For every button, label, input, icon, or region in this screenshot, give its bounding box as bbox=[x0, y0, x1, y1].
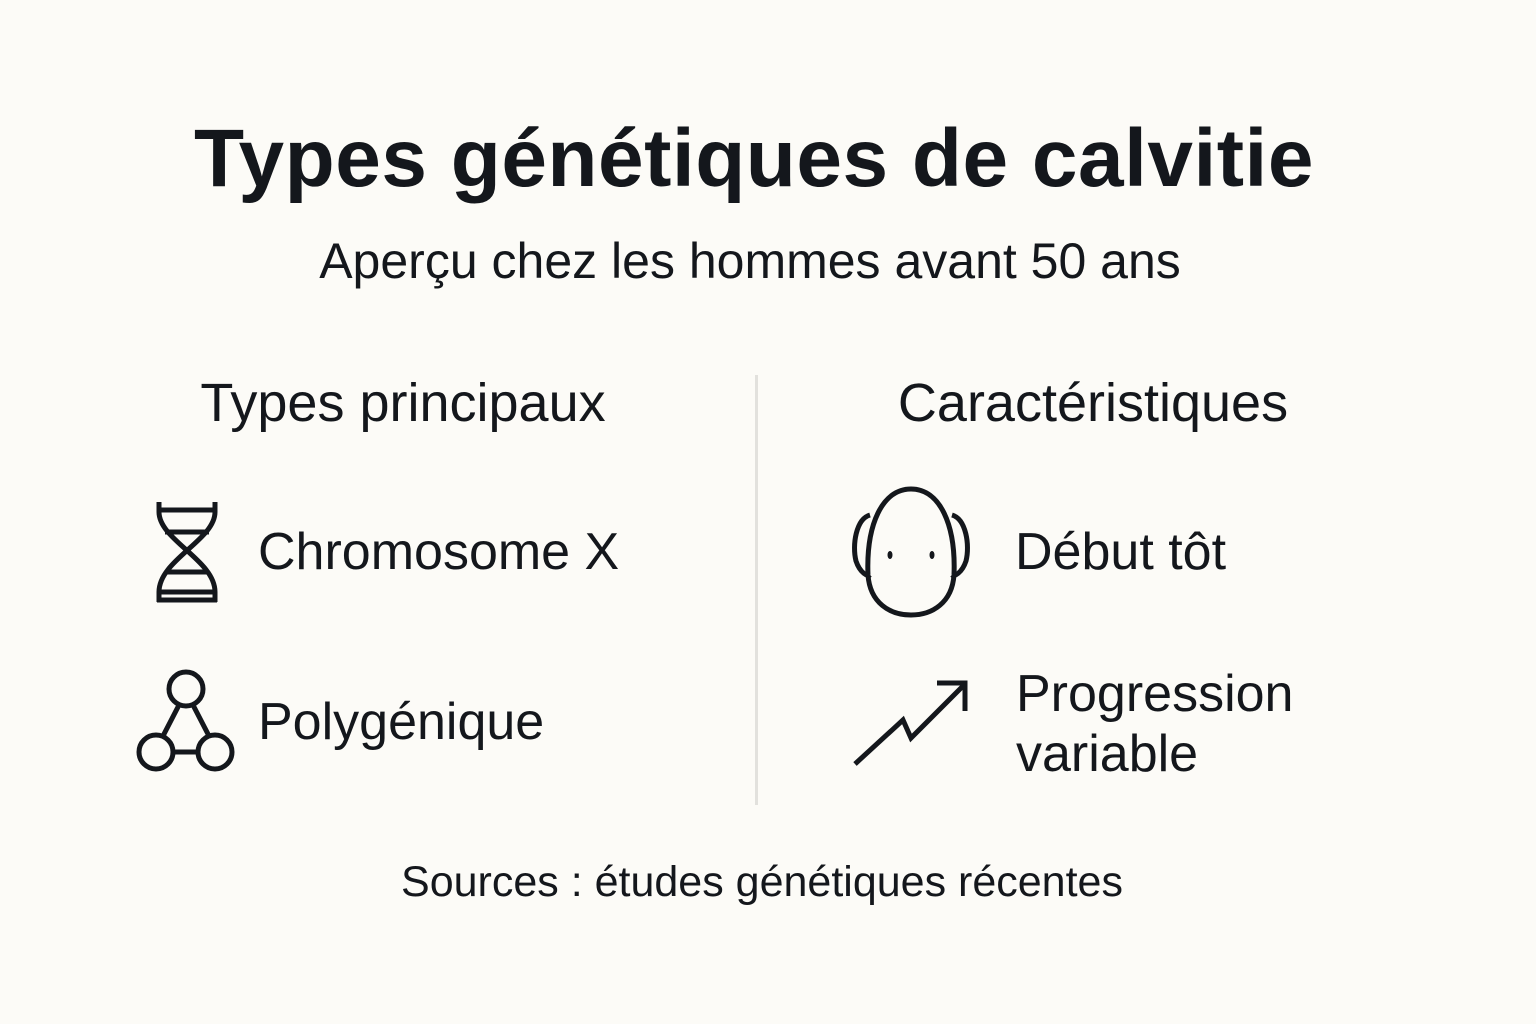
item-polygenique: Polygénique bbox=[258, 693, 545, 751]
column-divider bbox=[755, 375, 758, 805]
page-title: Types génétiques de calvitie bbox=[194, 113, 1314, 204]
trend-up-arrow-icon bbox=[853, 680, 968, 766]
item-debut-tot: Début tôt bbox=[1015, 523, 1227, 581]
item-chromosome-x: Chromosome X bbox=[258, 523, 620, 581]
item-label-line1: Progression bbox=[1016, 665, 1294, 723]
dna-icon bbox=[156, 502, 218, 603]
page-subtitle: Aperçu chez les hommes avant 50 ans bbox=[319, 233, 1181, 289]
right-column-heading: Caractéristiques bbox=[897, 373, 1289, 433]
bald-head-icon bbox=[852, 486, 970, 618]
item-progression-variable: Progression variable bbox=[1016, 664, 1293, 784]
item-label-line2: variable bbox=[1016, 725, 1199, 783]
left-column-heading: Types principaux bbox=[200, 373, 606, 433]
network-nodes-icon bbox=[136, 669, 235, 772]
sources-note: Sources : études génétiques récentes bbox=[401, 858, 1123, 906]
